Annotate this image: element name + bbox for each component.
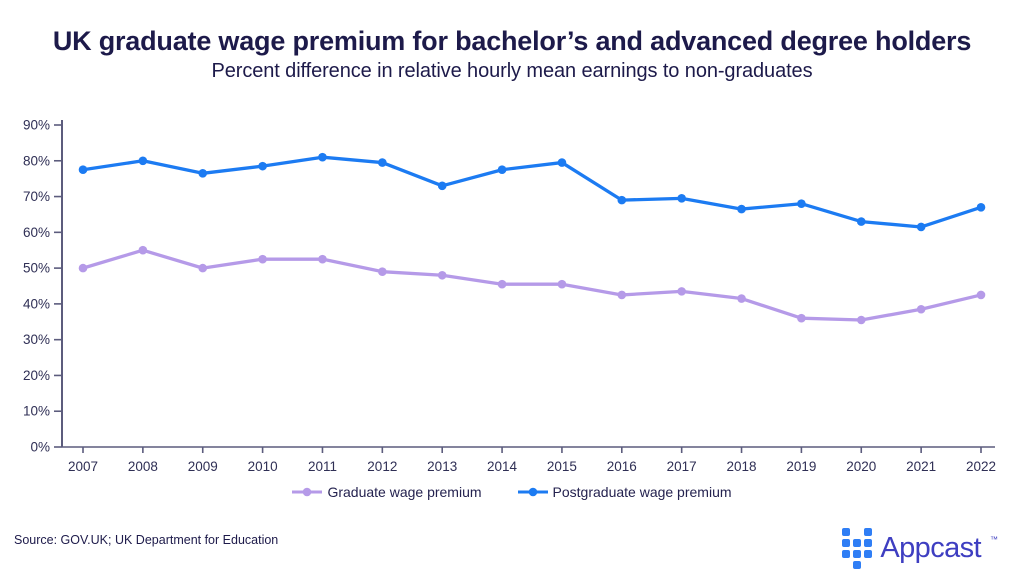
data-point-postgraduate-wage-premium-2009 bbox=[198, 169, 208, 178]
data-point-graduate-wage-premium-2015 bbox=[557, 279, 567, 289]
x-tick-label: 2012 bbox=[367, 459, 397, 474]
x-tick-label: 2014 bbox=[487, 459, 518, 474]
x-tick-label: 2010 bbox=[248, 459, 278, 474]
data-point-postgraduate-wage-premium-2019 bbox=[797, 199, 806, 209]
data-point-postgraduate-wage-premium-2010 bbox=[258, 161, 267, 171]
data-point-graduate-wage-premium-2016 bbox=[617, 290, 627, 300]
data-point-postgraduate-wage-premium-2018 bbox=[737, 204, 746, 214]
appcast-logo: Appcast ™ bbox=[842, 528, 998, 569]
x-tick-label: 2013 bbox=[427, 459, 457, 474]
appcast-icon-square bbox=[842, 528, 851, 536]
data-point-postgraduate-wage-premium-2011 bbox=[318, 152, 327, 162]
line-chart-svg: 0% 10% 20% 30% 40% 50% 60% 70% 80% 90% 2007 2008 200… bbox=[23, 118, 996, 475]
data-point-postgraduate-wage-premium-2008 bbox=[138, 156, 148, 166]
data-point-graduate-wage-premium-2012 bbox=[378, 267, 387, 276]
x-tick-label: 2018 bbox=[727, 459, 757, 474]
appcast-icon-square bbox=[864, 528, 873, 536]
data-point-graduate-wage-premium-2019 bbox=[797, 313, 806, 323]
data-point-graduate-wage-premium-2021 bbox=[916, 304, 926, 314]
data-point-postgraduate-wage-premium-2016 bbox=[617, 195, 627, 205]
data-point-postgraduate-wage-premium-2022 bbox=[976, 202, 986, 212]
chart-title: UK graduate wage premium for bachelor’s … bbox=[52, 26, 972, 56]
y-tick-label: 90% bbox=[23, 118, 50, 133]
y-tick-label: 30% bbox=[23, 332, 50, 347]
source-note: Source: GOV.UK; UK Department for Educat… bbox=[14, 533, 279, 547]
data-point-graduate-wage-premium-2010 bbox=[258, 254, 267, 264]
legend-label: Graduate wage premium bbox=[327, 484, 482, 500]
appcast-icon-square bbox=[864, 539, 873, 547]
appcast-icon-square bbox=[842, 550, 851, 558]
legend-item-postgraduate-wage-premium: Postgraduate wage premium bbox=[517, 484, 732, 500]
legend-label: Postgraduate wage premium bbox=[552, 484, 732, 500]
y-tick-label: 70% bbox=[23, 189, 50, 204]
appcast-icon-square bbox=[853, 550, 862, 558]
y-tick-label: 20% bbox=[23, 368, 50, 383]
data-point-postgraduate-wage-premium-2021 bbox=[916, 222, 926, 232]
data-point-postgraduate-wage-premium-2020 bbox=[856, 217, 866, 226]
x-tick-label: 2020 bbox=[846, 459, 876, 474]
data-point-postgraduate-wage-premium-2007 bbox=[78, 165, 88, 175]
data-point-graduate-wage-premium-2014 bbox=[497, 279, 507, 289]
appcast-icon-square bbox=[864, 550, 873, 558]
data-point-postgraduate-wage-premium-2015 bbox=[557, 158, 567, 167]
data-point-graduate-wage-premium-2020 bbox=[856, 315, 866, 325]
appcast-wordmark: Appcast bbox=[880, 532, 981, 564]
data-point-postgraduate-wage-premium-2013 bbox=[437, 181, 447, 191]
chart-legend: Graduate wage premium Postgraduate wage p… bbox=[0, 484, 1024, 500]
data-point-graduate-wage-premium-2008 bbox=[138, 245, 148, 255]
x-tick-label: 2011 bbox=[308, 459, 337, 474]
x-tick-label: 2017 bbox=[667, 459, 697, 474]
x-tick-label: 2008 bbox=[128, 459, 158, 474]
data-point-graduate-wage-premium-2017 bbox=[677, 287, 686, 296]
y-tick-label: 60% bbox=[23, 225, 50, 240]
data-point-graduate-wage-premium-2013 bbox=[437, 270, 447, 280]
y-tick-label: 80% bbox=[23, 153, 50, 168]
data-point-graduate-wage-premium-2011 bbox=[318, 254, 327, 264]
data-point-graduate-wage-premium-2022 bbox=[976, 290, 986, 300]
x-tick-label: 2016 bbox=[607, 459, 637, 474]
y-tick-label: 40% bbox=[23, 296, 50, 311]
data-point-graduate-wage-premium-2007 bbox=[78, 263, 88, 273]
x-tick-label: 2019 bbox=[786, 459, 816, 474]
legend-marker-icon bbox=[292, 487, 323, 497]
appcast-icon-square bbox=[842, 539, 851, 547]
y-tick-label: 0% bbox=[30, 440, 50, 455]
x-tick-label: 2009 bbox=[188, 459, 218, 474]
series-line-graduate-wage-premium bbox=[81, 248, 983, 322]
chart-subtitle: Percent difference in relative hourly me… bbox=[211, 60, 813, 82]
legend-item-graduate-wage-premium: Graduate wage premium bbox=[292, 484, 482, 500]
data-point-postgraduate-wage-premium-2014 bbox=[497, 165, 507, 175]
y-tick-label: 50% bbox=[23, 261, 50, 276]
appcast-icon-square bbox=[853, 561, 862, 569]
data-point-graduate-wage-premium-2009 bbox=[198, 263, 208, 273]
appcast-icon-square bbox=[853, 539, 862, 547]
x-tick-label: 2021 bbox=[906, 459, 936, 474]
data-point-postgraduate-wage-premium-2012 bbox=[378, 158, 387, 167]
x-tick-label: 2022 bbox=[966, 459, 996, 474]
legend-marker-icon bbox=[517, 487, 548, 497]
x-tick-label: 2015 bbox=[547, 459, 577, 474]
series-line-postgraduate-wage-premium bbox=[81, 155, 983, 229]
y-tick-label: 10% bbox=[23, 404, 50, 419]
appcast-squares-icon bbox=[842, 528, 873, 569]
data-point-graduate-wage-premium-2018 bbox=[737, 294, 746, 303]
line-chart-plot-area: 0% 10% 20% 30% 40% 50% 60% 70% 80% 90% 2007 2008 200… bbox=[0, 105, 1024, 475]
data-point-postgraduate-wage-premium-2017 bbox=[677, 194, 686, 203]
x-tick-label: 2007 bbox=[68, 459, 98, 474]
trademark-symbol: ™ bbox=[990, 535, 998, 544]
